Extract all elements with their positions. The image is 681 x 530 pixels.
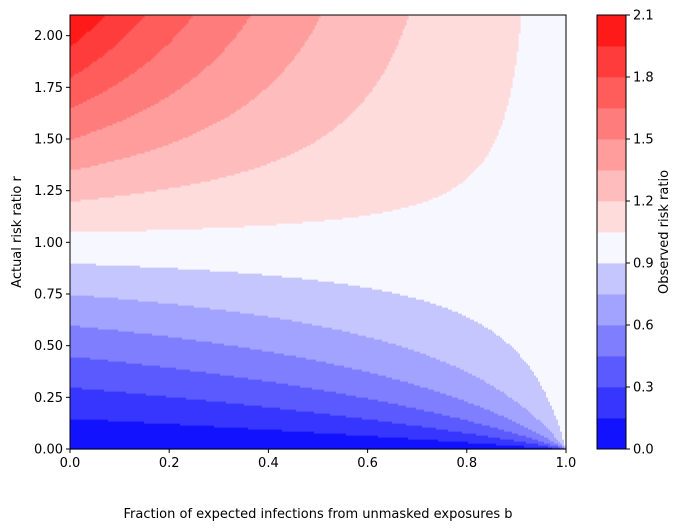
y-tick-label: 0.00 bbox=[34, 443, 63, 458]
colorbar-tick-label: 0.6 bbox=[633, 319, 654, 334]
y-tick-label: 2.00 bbox=[34, 29, 63, 44]
x-tick-label: 1.0 bbox=[556, 456, 577, 471]
colorbar-label: Observed risk ratio bbox=[657, 170, 672, 294]
colorbar-frame bbox=[596, 14, 627, 450]
colorbar-band-10 bbox=[597, 108, 626, 140]
contour-band-6 bbox=[70, 15, 567, 446]
colorbar-tick-label: 1.2 bbox=[633, 195, 654, 210]
x-tick-label: 0.6 bbox=[357, 456, 378, 471]
contour-band-5 bbox=[70, 263, 567, 448]
colorbar-band-9 bbox=[597, 139, 626, 171]
x-tick-label: 0.0 bbox=[60, 456, 81, 471]
contour-band-7 bbox=[70, 15, 521, 232]
contour-band-11 bbox=[70, 15, 193, 108]
contour-band-3 bbox=[70, 325, 563, 448]
y-tick-label: 1.25 bbox=[34, 184, 63, 199]
contour-band-9 bbox=[70, 15, 321, 170]
colorbar-tick-label: 0.3 bbox=[633, 381, 654, 396]
colorbar-tick-label: 2.1 bbox=[633, 9, 654, 24]
colorbar-band-4 bbox=[597, 294, 626, 326]
colorbar-band-1 bbox=[597, 387, 626, 419]
x-tick-label: 0.8 bbox=[456, 456, 477, 471]
colorbar-band-8 bbox=[597, 170, 626, 202]
contour-band-2 bbox=[70, 357, 565, 450]
y-axis-label: Actual risk ratio r bbox=[10, 175, 25, 287]
colorbar-band-6 bbox=[597, 232, 626, 264]
colorbar-band-3 bbox=[597, 325, 626, 357]
y-tick-label: 0.75 bbox=[34, 288, 63, 303]
contour-band-10 bbox=[70, 15, 251, 140]
y-tick-label: 1.75 bbox=[34, 81, 63, 96]
colorbar-tick-label: 1.8 bbox=[633, 71, 654, 86]
x-axis: 0.0 0.2 0.4 0.6 0.8 1.0 bbox=[60, 449, 577, 471]
colorbar-tick-label: 0.0 bbox=[633, 443, 654, 458]
colorbar-band-13 bbox=[597, 15, 626, 47]
x-axis-label: Fraction of expected infections from unm… bbox=[123, 507, 512, 522]
colorbar-band-2 bbox=[597, 356, 626, 388]
x-tick-label: 0.2 bbox=[159, 456, 180, 471]
y-tick-label: 1.50 bbox=[34, 133, 63, 148]
colorbar-tick-label: 1.5 bbox=[633, 133, 654, 148]
plot-area bbox=[70, 15, 567, 450]
y-tick-label: 0.50 bbox=[34, 339, 63, 354]
contour-band-8 bbox=[70, 15, 409, 202]
plot-frame bbox=[69, 14, 567, 450]
contour-band-12 bbox=[70, 15, 145, 78]
y-axis: 0.00 0.25 0.50 0.75 1.00 1.25 1.50 1.75 2.00 bbox=[34, 29, 70, 458]
colorbar-band-12 bbox=[597, 46, 626, 78]
colorbar-tick-label: 0.9 bbox=[633, 257, 654, 272]
y-tick-label: 1.00 bbox=[34, 236, 63, 251]
colorbar-band-11 bbox=[597, 77, 626, 109]
contour-band-0 bbox=[70, 419, 553, 450]
colorbar-band-7 bbox=[597, 201, 626, 233]
contour-band-13 bbox=[70, 15, 105, 46]
x-tick-label: 0.4 bbox=[258, 456, 279, 471]
colorbar: 0.0 0.3 0.6 0.9 1.2 1.5 1.8 2.1 bbox=[596, 9, 654, 458]
contour-band-4 bbox=[70, 295, 567, 450]
y-tick-label: 0.25 bbox=[34, 391, 63, 406]
colorbar-band-5 bbox=[597, 263, 626, 295]
contour-band-1 bbox=[70, 387, 561, 450]
colorbar-band-0 bbox=[597, 418, 626, 450]
